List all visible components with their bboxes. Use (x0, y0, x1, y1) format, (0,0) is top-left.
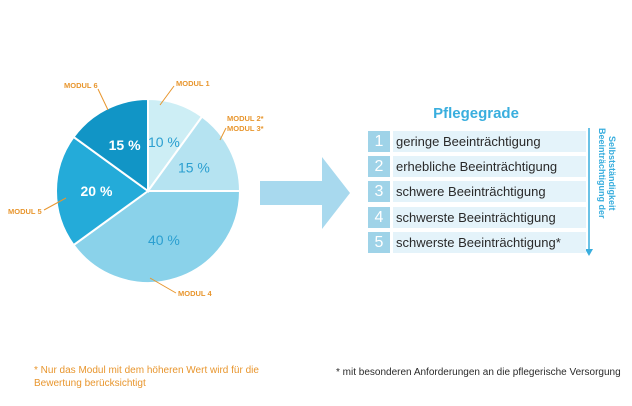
pflegegrade-title: Pflegegrade (433, 105, 519, 122)
pflegegrad-row: 1 geringe Beeinträchtigung (368, 131, 586, 152)
left-footnote: * Nur das Modul mit dem höheren Wert wir… (34, 364, 259, 390)
pflegegrad-number: 4 (368, 207, 390, 228)
big-arrow-icon (260, 157, 350, 229)
callout-modul3: MODUL 3* (227, 124, 264, 133)
pflegegrad-label: schwere Beeinträchtigung (393, 181, 586, 202)
pie-slice (146, 115, 242, 192)
pflegegrad-label: erhebliche Beeinträchtigung (393, 156, 586, 177)
pie-slice (72, 97, 149, 193)
left-footnote-line2: Bewertung berücksichtigt (34, 378, 146, 389)
pflegegrad-row: 3 schwere Beeinträchtigung (368, 181, 586, 202)
pflegegrad-row: 4 schwerste Beeinträchtigung (368, 207, 586, 228)
pflegegrad-number: 5 (368, 232, 390, 253)
left-footnote-line1: * Nur das Modul mit dem höheren Wert wir… (34, 365, 259, 376)
callout-line (159, 85, 175, 106)
callout-line (43, 197, 67, 211)
callout-modul1: MODUL 1 (176, 79, 210, 88)
pie-slice-label: 20 % (81, 183, 113, 199)
pflegegrad-label: geringe Beeinträchtigung (393, 131, 586, 152)
callout-modul2: MODUL 2* (227, 114, 264, 123)
pie-slice-label: 15 % (178, 160, 210, 176)
pie-slice (55, 135, 150, 247)
callout-lines (43, 85, 227, 294)
callout-line (219, 127, 227, 141)
pie-slice (72, 190, 242, 284)
callout-modul5: MODUL 5 (8, 207, 42, 216)
pie-slice-label: 10 % (148, 134, 180, 150)
callout-line (149, 277, 177, 294)
pie-slice-label: 40 % (148, 232, 180, 248)
pflegegrad-label: schwerste Beeinträchtigung (393, 207, 586, 228)
severity-axis-label: Beeinträchtigung der Selbstständigkeit (597, 128, 617, 221)
pflegegrad-number: 1 (368, 131, 390, 152)
pflegegrad-number: 3 (368, 181, 390, 202)
callout-modul6: MODUL 6 (64, 81, 98, 90)
pflegegrad-label: schwerste Beeinträchtigung* (393, 232, 586, 253)
callout-modul4: MODUL 4 (178, 289, 212, 298)
pflegegrad-number: 2 (368, 156, 390, 177)
severity-arrow-icon (585, 249, 593, 256)
pie-chart: 10 % 15 % 40 % 20 % 15 % (55, 97, 242, 284)
severity-axis-line1: Beeinträchtigung der (597, 128, 607, 219)
right-footnote: * mit besonderen Anforderungen an die pf… (336, 367, 621, 378)
pflegegrad-row: 5 schwerste Beeinträchtigung* (368, 232, 586, 253)
pie-slice-label: 15 % (109, 137, 141, 153)
callout-line (97, 88, 109, 111)
pflegegrad-row: 2 erhebliche Beeinträchtigung (368, 156, 586, 177)
severity-axis-line2: Selbstständigkeit (607, 136, 617, 211)
